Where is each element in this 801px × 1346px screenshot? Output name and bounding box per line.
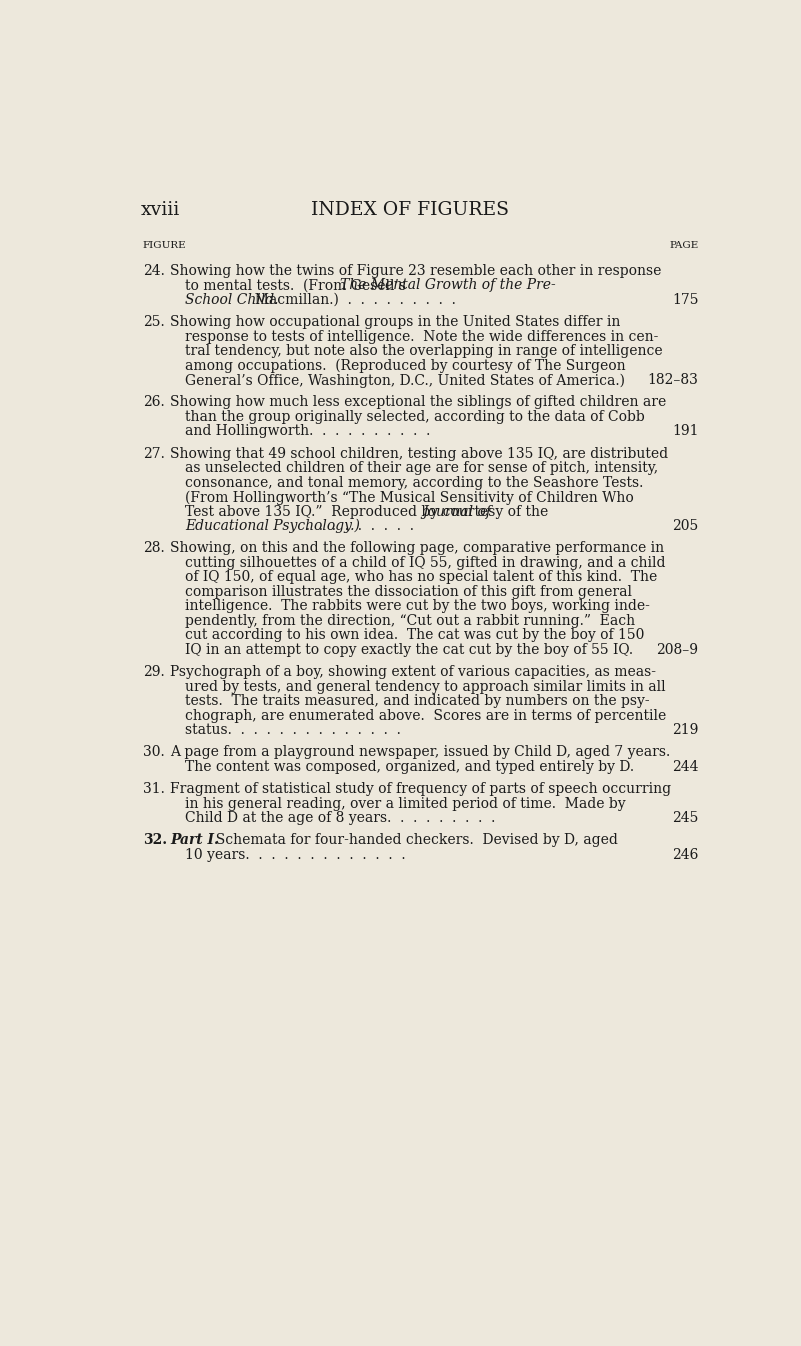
Text: status.  .  .  .  .  .  .  .  .  .  .  .  .  .: status. . . . . . . . . . . . . . [185, 723, 401, 738]
Text: 245: 245 [672, 812, 698, 825]
Text: 10 years.  .  .  .  .  .  .  .  .  .  .  .  .: 10 years. . . . . . . . . . . . . [185, 848, 406, 861]
Text: Macmillan.)  .  .  .  .  .  .  .  .  .: Macmillan.) . . . . . . . . . [247, 293, 457, 307]
Text: PAGE: PAGE [669, 241, 698, 250]
Text: 175: 175 [672, 293, 698, 307]
Text: Educational Psychology.): Educational Psychology.) [185, 520, 360, 533]
Text: .  .  .  .  .  .  .  .  .: . . . . . . . . . [297, 520, 414, 533]
Text: 25.: 25. [143, 315, 164, 330]
Text: (From Hollingworth’s “The Musical Sensitivity of Children Who: (From Hollingworth’s “The Musical Sensit… [185, 490, 634, 505]
Text: of IQ 150, of equal age, who has no special talent of this kind.  The: of IQ 150, of equal age, who has no spec… [185, 571, 658, 584]
Text: 26.: 26. [143, 396, 164, 409]
Text: The content was composed, organized, and typed entirely by D.: The content was composed, organized, and… [185, 759, 634, 774]
Text: 246: 246 [672, 848, 698, 861]
Text: Part I.: Part I. [170, 833, 219, 848]
Text: A page from a playground newspaper, issued by Child D, aged 7 years.: A page from a playground newspaper, issu… [170, 746, 670, 759]
Text: 182–83: 182–83 [647, 373, 698, 388]
Text: comparison illustrates the dissociation of this gift from general: comparison illustrates the dissociation … [185, 586, 632, 599]
Text: 32.: 32. [143, 833, 167, 848]
Text: among occupations.  (Reproduced by courtesy of The Surgeon: among occupations. (Reproduced by courte… [185, 358, 626, 373]
Text: 191: 191 [672, 424, 698, 439]
Text: xviii: xviii [140, 201, 179, 219]
Text: 27.: 27. [143, 447, 165, 460]
Text: ured by tests, and general tendency to approach similar limits in all: ured by tests, and general tendency to a… [185, 680, 666, 693]
Text: as unselected children of their age are for sense of pitch, intensity,: as unselected children of their age are … [185, 462, 658, 475]
Text: 31.: 31. [143, 782, 165, 795]
Text: IQ in an attempt to copy exactly the cat cut by the boy of 55 IQ.: IQ in an attempt to copy exactly the cat… [185, 643, 634, 657]
Text: 29.: 29. [143, 665, 164, 680]
Text: response to tests of intelligence.  Note the wide differences in cen-: response to tests of intelligence. Note … [185, 330, 658, 343]
Text: Showing, on this and the following page, comparative performance in: Showing, on this and the following page,… [170, 541, 664, 556]
Text: Fragment of statistical study of frequency of parts of speech occurring: Fragment of statistical study of frequen… [170, 782, 671, 795]
Text: in his general reading, over a limited period of time.  Made by: in his general reading, over a limited p… [185, 797, 626, 810]
Text: Journal of: Journal of [422, 505, 492, 518]
Text: General’s Office, Washington, D.C., United States of America.): General’s Office, Washington, D.C., Unit… [185, 373, 626, 388]
Text: INDEX OF FIGURES: INDEX OF FIGURES [311, 201, 509, 219]
Text: The Mental Growth of the Pre-: The Mental Growth of the Pre- [340, 279, 556, 292]
Text: chograph, are enumerated above.  Scores are in terms of percentile: chograph, are enumerated above. Scores a… [185, 708, 666, 723]
Text: School Child.: School Child. [185, 293, 279, 307]
Text: 28.: 28. [143, 541, 164, 556]
Text: Test above 135 IQ.”  Reproduced by courtesy of the: Test above 135 IQ.” Reproduced by courte… [185, 505, 553, 518]
Text: 244: 244 [672, 759, 698, 774]
Text: intelligence.  The rabbits were cut by the two boys, working inde-: intelligence. The rabbits were cut by th… [185, 599, 650, 614]
Text: to mental tests.  (From Gesell’s: to mental tests. (From Gesell’s [185, 279, 411, 292]
Text: tests.  The traits measured, and indicated by numbers on the psy-: tests. The traits measured, and indicate… [185, 695, 650, 708]
Text: cut according to his own idea.  The cat was cut by the boy of 150: cut according to his own idea. The cat w… [185, 629, 645, 642]
Text: Showing how the twins of Figure 23 resemble each other in response: Showing how the twins of Figure 23 resem… [170, 264, 662, 277]
Text: 24.: 24. [143, 264, 165, 277]
Text: Showing that 49 school children, testing above 135 IQ, are distributed: Showing that 49 school children, testing… [170, 447, 668, 460]
Text: 208–9: 208–9 [657, 643, 698, 657]
Text: tral tendency, but note also the overlapping in range of intelligence: tral tendency, but note also the overlap… [185, 345, 663, 358]
Text: Child D at the age of 8 years.  .  .  .  .  .  .  .  .: Child D at the age of 8 years. . . . . .… [185, 812, 496, 825]
Text: and Hollingworth.  .  .  .  .  .  .  .  .  .: and Hollingworth. . . . . . . . . . [185, 424, 431, 439]
Text: Showing how much less exceptional the siblings of gifted children are: Showing how much less exceptional the si… [170, 396, 666, 409]
Text: consonance, and tonal memory, according to the Seashore Tests.: consonance, and tonal memory, according … [185, 475, 644, 490]
Text: 205: 205 [672, 520, 698, 533]
Text: pendently, from the direction, “Cut out a rabbit running.”  Each: pendently, from the direction, “Cut out … [185, 614, 635, 627]
Text: Psychograph of a boy, showing extent of various capacities, as meas-: Psychograph of a boy, showing extent of … [170, 665, 656, 680]
Text: 30.: 30. [143, 746, 164, 759]
Text: Schemata for four-handed checkers.  Devised by D, aged: Schemata for four-handed checkers. Devis… [207, 833, 618, 848]
Text: than the group originally selected, according to the data of Cobb: than the group originally selected, acco… [185, 411, 645, 424]
Text: 219: 219 [672, 723, 698, 738]
Text: FIGURE: FIGURE [143, 241, 187, 250]
Text: cutting silhouettes of a child of IQ 55, gifted in drawing, and a child: cutting silhouettes of a child of IQ 55,… [185, 556, 666, 569]
Text: Showing how occupational groups in the United States differ in: Showing how occupational groups in the U… [170, 315, 620, 330]
